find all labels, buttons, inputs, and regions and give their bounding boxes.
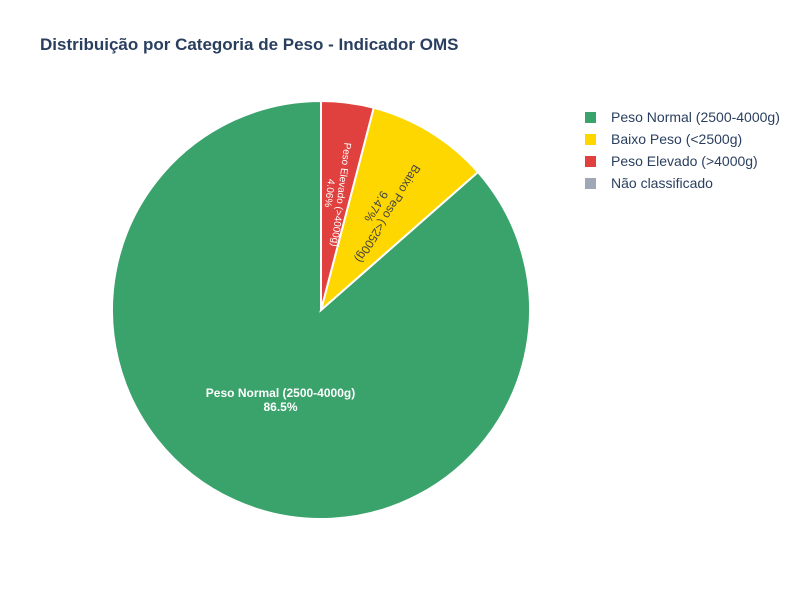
legend-swatch: [585, 155, 596, 167]
legend-label: Peso Normal (2500-4000g): [611, 109, 780, 125]
legend-item-peso-elevado[interactable]: Peso Elevado (>4000g): [585, 150, 780, 172]
pie-slices: [111, 99, 531, 520]
legend-item-nao-classificado[interactable]: Não classificado: [585, 172, 780, 194]
legend-label: Peso Elevado (>4000g): [611, 153, 758, 169]
chart-title: Distribuição por Categoria de Peso - Ind…: [40, 35, 459, 54]
legend-item-baixo-peso[interactable]: Baixo Peso (<2500g): [585, 128, 780, 150]
legend-label: Baixo Peso (<2500g): [611, 131, 743, 147]
legend-item-peso-normal[interactable]: Peso Normal (2500-4000g): [585, 106, 780, 128]
pie-slice-baixo-peso[interactable]: [319, 106, 480, 313]
legend-swatch: [585, 177, 596, 189]
legend-swatch: [585, 133, 596, 145]
slice-label-peso-normal: Peso Normal (2500-4000g) 86.5%: [206, 386, 355, 414]
pie-slice-peso-elevado[interactable]: [320, 99, 375, 311]
legend-label: Não classificado: [611, 175, 713, 191]
legend-swatch: [585, 111, 596, 123]
legend: Peso Normal (2500-4000g) Baixo Peso (<25…: [585, 106, 780, 194]
